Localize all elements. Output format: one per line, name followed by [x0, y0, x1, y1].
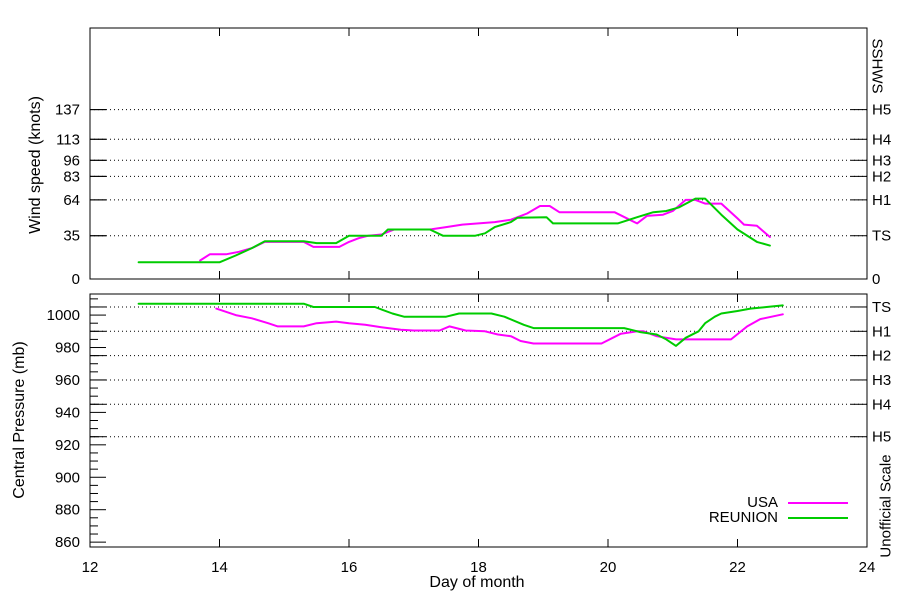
y-tick-label: 920 — [55, 437, 80, 454]
legend-row-reunion: REUNION — [640, 509, 848, 526]
series-line-reunion — [137, 302, 784, 347]
series-line-reunion — [137, 197, 771, 264]
right-threshold-label: H4 — [872, 396, 891, 413]
legend-label-usa: USA — [747, 494, 778, 511]
x-tick-label: 12 — [82, 559, 99, 576]
x-axis-title: Day of month — [429, 574, 525, 591]
y-tick-label: 860 — [55, 534, 80, 551]
y-tick-label: 83 — [63, 168, 80, 185]
legend-line-reunion-swatch — [788, 516, 848, 519]
y-tick-label: 940 — [55, 404, 80, 421]
right-threshold-label: TS — [872, 228, 891, 245]
right-threshold-label: H1 — [872, 323, 891, 340]
legend: USA REUNION — [640, 494, 848, 526]
pressure-plot-border — [89, 293, 868, 548]
right-threshold-label: H1 — [872, 192, 891, 209]
unofficial-scale-label: Unofficial Scale — [877, 454, 895, 558]
y-tick-label: 900 — [55, 469, 80, 486]
series-line-usa — [199, 198, 771, 262]
wind-plot-border — [89, 27, 868, 280]
y-tick-label: 96 — [63, 152, 80, 169]
y-tick-label: 35 — [63, 228, 80, 245]
y-tick-label: 0 — [72, 271, 80, 288]
legend-row-usa: USA — [640, 494, 848, 511]
x-tick-label: 14 — [211, 559, 228, 576]
x-tick-label: 18 — [470, 559, 487, 576]
series-line-usa — [215, 307, 784, 345]
right-threshold-label: H4 — [872, 131, 891, 148]
right-threshold-label: H2 — [872, 168, 891, 185]
x-tick-label: 24 — [859, 559, 876, 576]
y-tick-label: 137 — [55, 102, 80, 119]
y-tick-label: 880 — [55, 502, 80, 519]
y-tick-label: 64 — [63, 192, 80, 209]
right-threshold-label: H5 — [872, 429, 891, 446]
right-threshold-label: H5 — [872, 102, 891, 119]
right-threshold-label: H3 — [872, 152, 891, 169]
right-threshold-label: TS — [872, 299, 891, 316]
x-tick-label: 20 — [600, 559, 617, 576]
wind-axis-title: Wind speed (knots) — [27, 96, 44, 234]
legend-line-usa-swatch — [788, 501, 848, 504]
x-tick-label: 22 — [729, 559, 746, 576]
y-tick-label: 113 — [56, 131, 80, 148]
legend-label-reunion: REUNION — [708, 509, 778, 526]
right-threshold-label: 0 — [872, 271, 880, 288]
right-threshold-label: H2 — [872, 348, 891, 365]
y-tick-label: 1000 — [47, 307, 80, 324]
y-tick-label: 960 — [55, 372, 80, 389]
y-tick-label: 980 — [55, 340, 80, 357]
pressure-axis-title: Central Pressure (mb) — [11, 341, 28, 499]
sshws-scale-label: SSHWS — [868, 38, 886, 94]
x-tick-label: 16 — [341, 559, 358, 576]
right-threshold-label: H3 — [872, 372, 891, 389]
